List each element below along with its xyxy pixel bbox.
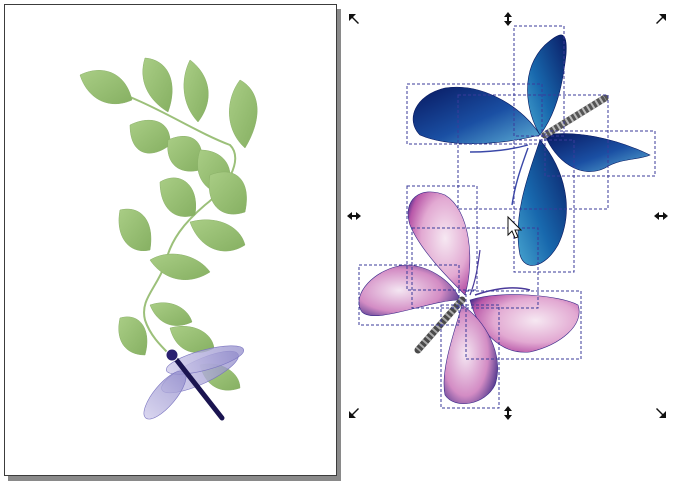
- leaf: [167, 136, 202, 172]
- leaf: [149, 302, 193, 326]
- blue-butterfly: [412, 34, 651, 266]
- scale-handle-w[interactable]: [346, 208, 362, 224]
- scale-handle-nw[interactable]: [346, 11, 362, 27]
- pink-butterfly: [358, 191, 580, 404]
- scale-arrow-sw-icon: [349, 408, 359, 418]
- leaf: [169, 326, 215, 353]
- scale-handle-s[interactable]: [500, 405, 516, 421]
- scale-handle-sw[interactable]: [346, 405, 362, 421]
- leaf: [159, 177, 197, 217]
- leaf: [229, 79, 258, 149]
- scale-arrow-se-icon: [656, 408, 666, 418]
- scale-arrow-w-icon: [347, 212, 361, 220]
- leaf: [208, 171, 247, 215]
- leaf: [149, 253, 211, 280]
- vine-stem: [94, 84, 237, 356]
- scale-arrow-s-icon: [504, 406, 512, 420]
- selection-bboxes: [358, 25, 656, 409]
- dragonfly: [143, 345, 245, 421]
- leaf: [118, 316, 148, 356]
- leaf: [142, 57, 173, 113]
- leaf: [189, 219, 246, 252]
- scale-handle-e[interactable]: [653, 208, 669, 224]
- leaves: [79, 57, 258, 391]
- scale-arrow-nw-icon: [349, 14, 359, 24]
- scale-handle-n[interactable]: [500, 11, 516, 27]
- leaf: [79, 70, 133, 105]
- scale-handle-ne[interactable]: [653, 11, 669, 27]
- scale-arrow-ne-icon: [656, 14, 666, 24]
- scale-arrow-e-icon: [654, 212, 668, 220]
- leaf: [129, 119, 171, 154]
- leaf: [183, 59, 209, 123]
- scale-arrow-n-icon: [504, 12, 512, 26]
- leaf: [118, 208, 152, 252]
- scale-handle-se[interactable]: [653, 405, 669, 421]
- mouse-pointer-icon: [507, 215, 523, 239]
